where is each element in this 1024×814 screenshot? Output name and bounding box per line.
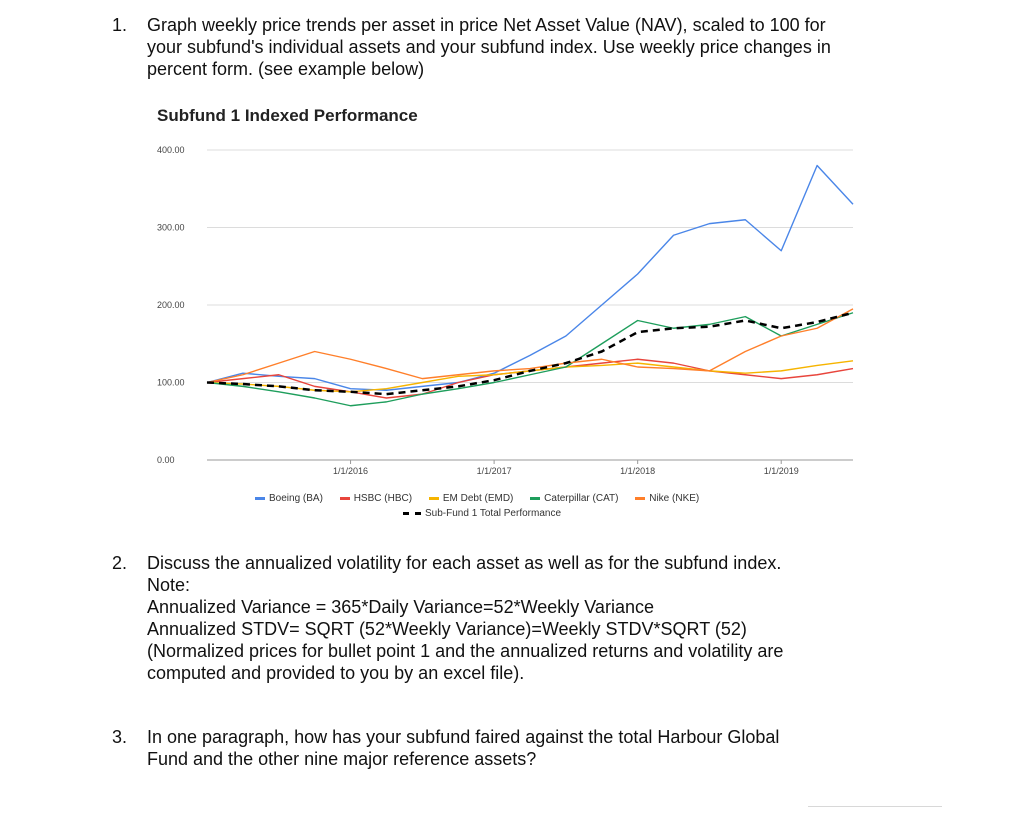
question-2-text: Discuss the annualized volatility for ea… [147, 552, 927, 684]
question-2-line-5: (Normalized prices for bullet point 1 an… [147, 641, 784, 661]
legend-swatch [428, 496, 439, 500]
y-tick-label: 200.00 [157, 300, 185, 310]
x-tick-label: 1/1/2019 [764, 466, 799, 476]
legend-label: HSBC (HBC) [353, 493, 413, 504]
chart-title: Subfund 1 Indexed Performance [157, 106, 418, 125]
legend-swatch [339, 496, 350, 500]
question-2-line-6: computed and provided to you by an excel… [147, 663, 525, 683]
legend-swatch [530, 496, 541, 500]
question-2-line-2: Note: [147, 575, 191, 595]
series-line-0 [206, 164, 854, 391]
question-1-line-3: percent form. (see example below) [147, 59, 425, 79]
question-2-number: 2. [112, 553, 128, 573]
y-tick-label: 400.00 [157, 145, 185, 155]
legend-swatch [635, 496, 646, 500]
subfund-performance-chart: Subfund 1 Indexed Performance 0.00 100.00… [145, 100, 865, 530]
chart-legend: Boeing (BA) HSBC (HBC) EM Debt (EMD) Cat… [255, 493, 713, 519]
question-1-text: Graph weekly price trends per asset in p… [147, 14, 927, 80]
y-tick-label: 300.00 [157, 223, 185, 233]
page-divider [808, 806, 942, 807]
legend-item-caterpillar: Caterpillar (CAT) [530, 493, 618, 504]
legend-item-em-debt: EM Debt (EMD) [428, 493, 514, 504]
series-line-4 [206, 308, 854, 384]
legend-item-nike: Nike (NKE) [635, 493, 699, 504]
question-1-line-2: your subfund's individual assets and you… [147, 37, 831, 57]
question-3-number: 3. [112, 727, 128, 747]
question-3-text: In one paragraph, how has your subfund f… [147, 726, 927, 770]
question-3-line-2: Fund and the other nine major reference … [147, 749, 537, 769]
series-line-5 [206, 311, 854, 396]
legend-label: EM Debt (EMD) [442, 493, 514, 504]
legend-item-subfund-total: Sub-Fund 1 Total Performance [403, 508, 561, 519]
chart-canvas: 0.00 100.00 200.00 300.00 400.00 1/1/2016 1/1/… [157, 145, 854, 476]
legend-label: Nike (NKE) [649, 493, 700, 504]
legend-swatch [403, 511, 421, 515]
legend-item-hsbc: HSBC (HBC) [339, 493, 413, 504]
series-line-3 [206, 312, 854, 407]
legend-item-boeing: Boeing (BA) [255, 493, 323, 504]
legend-swatch [255, 496, 265, 500]
question-2-line-4: Annualized STDV= SQRT (52*Weekly Varianc… [147, 619, 747, 639]
x-tick-label: 1/1/2018 [620, 466, 655, 476]
y-tick-label: 100.00 [157, 378, 185, 388]
y-tick-label: 0.00 [157, 455, 175, 465]
legend-label: Caterpillar (CAT) [544, 493, 619, 504]
x-tick-label: 1/1/2017 [477, 466, 512, 476]
x-tick-label: 1/1/2016 [333, 466, 368, 476]
question-2-line-1: Discuss the annualized volatility for ea… [147, 553, 782, 573]
question-1-number: 1. [112, 15, 128, 35]
question-1-line-1: Graph weekly price trends per asset in p… [147, 15, 826, 35]
question-2-line-3: Annualized Variance = 365*Daily Variance… [147, 597, 654, 617]
legend-label: Sub-Fund 1 Total Performance [425, 508, 562, 519]
legend-label: Boeing (BA) [269, 493, 323, 504]
question-3-line-1: In one paragraph, how has your subfund f… [147, 727, 780, 747]
